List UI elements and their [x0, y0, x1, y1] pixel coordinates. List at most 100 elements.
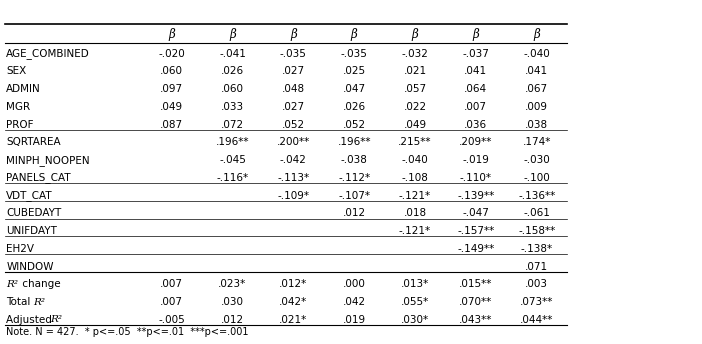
Text: .009: .009 [525, 102, 548, 112]
Text: PROF: PROF [6, 120, 34, 130]
Text: .038: .038 [525, 120, 548, 130]
Text: R²: R² [51, 315, 62, 324]
Text: .027: .027 [282, 102, 305, 112]
Text: .019: .019 [343, 315, 366, 325]
Text: .047: .047 [343, 84, 366, 94]
Text: MGR: MGR [6, 102, 30, 112]
Text: .000: .000 [343, 279, 366, 289]
Text: .015**: .015** [459, 279, 493, 289]
Text: -.037: -.037 [463, 49, 489, 59]
Text: -.041: -.041 [219, 49, 246, 59]
Text: .087: .087 [160, 120, 183, 130]
Text: .025: .025 [343, 66, 366, 76]
Text: -.139**: -.139** [457, 191, 494, 201]
Text: -.121*: -.121* [399, 226, 431, 236]
Text: VDT_CAT: VDT_CAT [6, 190, 53, 201]
Text: .073**: .073** [520, 297, 553, 307]
Text: -.107*: -.107* [338, 191, 370, 201]
Text: -.100: -.100 [523, 173, 550, 183]
Text: .026: .026 [221, 66, 244, 76]
Text: β: β [290, 28, 297, 41]
Text: -.047: -.047 [463, 208, 489, 218]
Text: -.030: -.030 [523, 155, 550, 165]
Text: Note. N = 427.  * p<=.05  **p<=.01  ***p<=.001: Note. N = 427. * p<=.05 **p<=.01 ***p<=.… [6, 327, 249, 337]
Text: -.158**: -.158** [518, 226, 555, 236]
Text: -.157**: -.157** [457, 226, 494, 236]
Text: .097: .097 [160, 84, 183, 94]
Text: β: β [351, 28, 357, 41]
Text: .196**: .196** [338, 137, 371, 147]
Text: .022: .022 [404, 102, 427, 112]
Text: SEX: SEX [6, 66, 27, 76]
Text: β: β [411, 28, 418, 41]
Text: .057: .057 [404, 84, 427, 94]
Text: R²: R² [33, 298, 45, 307]
Text: -.005: -.005 [158, 315, 185, 325]
Text: WINDOW: WINDOW [6, 261, 54, 271]
Text: .052: .052 [343, 120, 366, 130]
Text: -.040: -.040 [523, 49, 550, 59]
Text: .049: .049 [404, 120, 427, 130]
Text: .049: .049 [160, 102, 183, 112]
Text: .018: .018 [404, 208, 427, 218]
Text: .196**: .196** [216, 137, 249, 147]
Text: .021: .021 [404, 66, 427, 76]
Text: -.108: -.108 [402, 173, 428, 183]
Text: -.042: -.042 [280, 155, 307, 165]
Text: -.038: -.038 [340, 155, 368, 165]
Text: -.136**: -.136** [518, 191, 555, 201]
Text: -.061: -.061 [523, 208, 550, 218]
Text: -.032: -.032 [402, 49, 428, 59]
Text: -.035: -.035 [280, 49, 307, 59]
Text: .023*: .023* [218, 279, 246, 289]
Text: .012: .012 [343, 208, 366, 218]
Text: .007: .007 [160, 297, 183, 307]
Text: .013*: .013* [401, 279, 429, 289]
Text: .071: .071 [525, 261, 548, 271]
Text: UNIFDAYT: UNIFDAYT [6, 226, 57, 236]
Text: .012*: .012* [279, 279, 307, 289]
Text: .041: .041 [525, 66, 548, 76]
Text: .041: .041 [464, 66, 487, 76]
Text: -.112*: -.112* [338, 173, 370, 183]
Text: .052: .052 [282, 120, 305, 130]
Text: -.138*: -.138* [521, 244, 552, 254]
Text: .072: .072 [221, 120, 244, 130]
Text: CUBEDAYT: CUBEDAYT [6, 208, 62, 218]
Text: .021*: .021* [279, 315, 307, 325]
Text: -.116*: -.116* [216, 173, 249, 183]
Text: .042*: .042* [279, 297, 307, 307]
Text: -.121*: -.121* [399, 191, 431, 201]
Text: Adjusted: Adjusted [6, 315, 55, 325]
Text: .055*: .055* [401, 297, 429, 307]
Text: -.149**: -.149** [457, 244, 494, 254]
Text: .007: .007 [160, 279, 183, 289]
Text: ADMIN: ADMIN [6, 84, 41, 94]
Text: β: β [472, 28, 479, 41]
Text: .036: .036 [464, 120, 487, 130]
Text: .174*: .174* [522, 137, 551, 147]
Text: .200**: .200** [277, 137, 310, 147]
Text: .044**: .044** [520, 315, 553, 325]
Text: .060: .060 [221, 84, 244, 94]
Text: -.019: -.019 [463, 155, 489, 165]
Text: .012: .012 [221, 315, 244, 325]
Text: .033: .033 [221, 102, 244, 112]
Text: PANELS_CAT: PANELS_CAT [6, 172, 71, 183]
Text: .215**: .215** [398, 137, 432, 147]
Text: .209**: .209** [459, 137, 493, 147]
Text: -.035: -.035 [340, 49, 368, 59]
Text: MINPH_NOOPEN: MINPH_NOOPEN [6, 155, 90, 165]
Text: .030: .030 [221, 297, 244, 307]
Text: β: β [229, 28, 236, 41]
Text: .027: .027 [282, 66, 305, 76]
Text: .007: .007 [464, 102, 487, 112]
Text: -.113*: -.113* [277, 173, 310, 183]
Text: .042: .042 [343, 297, 366, 307]
Text: -.110*: -.110* [460, 173, 492, 183]
Text: AGE_COMBINED: AGE_COMBINED [6, 48, 90, 59]
Text: -.020: -.020 [158, 49, 185, 59]
Text: SQRTAREA: SQRTAREA [6, 137, 61, 147]
Text: EH2V: EH2V [6, 244, 34, 254]
Text: -.045: -.045 [219, 155, 246, 165]
